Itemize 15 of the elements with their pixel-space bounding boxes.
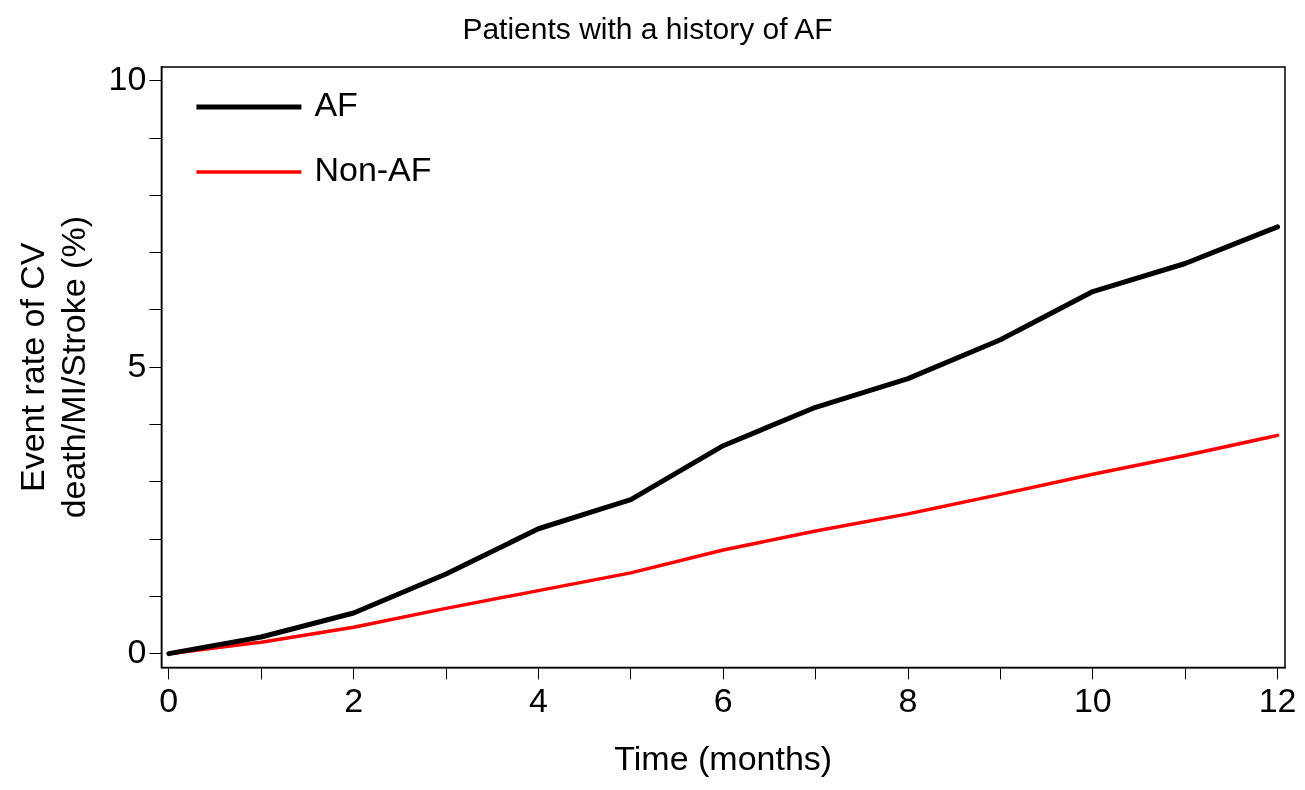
y-tick-label: 5: [127, 345, 147, 384]
y-tick-label: 10: [108, 59, 147, 98]
y-axis-title: Event rate of CV death/MI/Stroke (%): [12, 216, 92, 519]
x-tick-label: 10: [1073, 681, 1112, 720]
legend-label: AF: [314, 85, 358, 124]
x-tick-label: 6: [713, 681, 733, 720]
x-axis-title: Time (months): [614, 738, 833, 777]
y-tick-label: 0: [127, 632, 147, 671]
x-tick-label: 4: [528, 681, 548, 720]
legend-label: Non-AF: [314, 150, 432, 189]
x-tick-label: 0: [159, 681, 179, 720]
x-tick-label: 2: [344, 681, 364, 720]
chart-title: Patients with a history of AF: [462, 12, 833, 46]
x-tick-label: 8: [898, 681, 918, 720]
x-tick-label: 12: [1258, 681, 1297, 720]
